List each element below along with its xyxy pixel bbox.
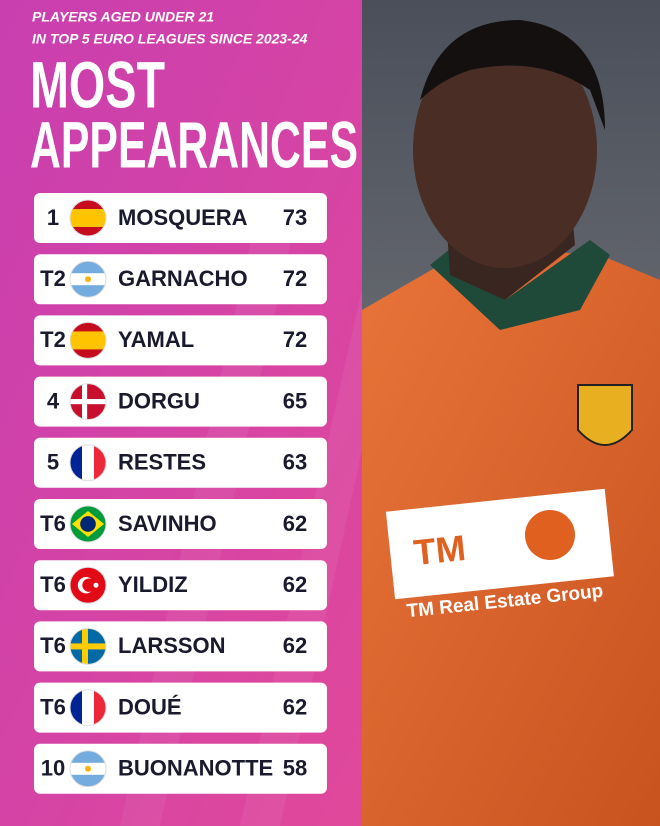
row-card: [34, 682, 327, 733]
flag: [70, 689, 106, 726]
table-row: T6 YILDIZ 62: [34, 560, 327, 611]
player-name: DOUÉ: [118, 694, 182, 719]
appearances: 62: [283, 694, 307, 719]
subtitle: IN TOP 5 EURO LEAGUES SINCE 2023-24: [32, 31, 308, 47]
player-name: RESTES: [118, 450, 206, 475]
crest: [577, 384, 633, 446]
flag-sun: [85, 765, 91, 772]
table-row: T2 GARNACHO 72: [34, 254, 327, 305]
flag-band: [94, 444, 106, 481]
appearances: 58: [283, 756, 307, 781]
row-card: [34, 743, 327, 794]
table-row: T6 SAVINHO 62: [34, 499, 327, 549]
flag-border: [69, 260, 107, 298]
title: MOST: [30, 47, 165, 121]
flag-border: [69, 750, 107, 788]
rank: 4: [47, 388, 60, 413]
rank: T2: [40, 266, 66, 291]
hair: [420, 20, 605, 130]
table-row: T6 LARSSON 62: [34, 621, 327, 672]
appearances: 72: [283, 266, 307, 291]
appearances: 63: [283, 450, 307, 475]
sponsor-sun: [525, 510, 575, 560]
sponsor-logo: TM: [412, 527, 468, 573]
table-row: 10 BUONANOTTE 58: [34, 743, 327, 794]
flag-band: [70, 331, 106, 350]
row-card: [34, 193, 327, 243]
player-name: BUONANOTTE: [118, 756, 273, 781]
flag: [70, 261, 106, 298]
rank: 5: [47, 450, 59, 475]
flag-border: [69, 689, 107, 727]
appearances: 62: [283, 572, 307, 597]
flag-cross: [70, 399, 106, 405]
rank: 10: [41, 756, 65, 781]
flag: [70, 750, 106, 787]
flag-band: [70, 209, 106, 227]
table-row: 5 RESTES 63: [34, 437, 327, 488]
row-card: [34, 560, 327, 611]
appearances: 62: [283, 511, 307, 536]
player-name: LARSSON: [118, 633, 226, 658]
subtitle: PLAYERS AGED UNDER 21: [32, 9, 214, 25]
flag: [70, 506, 106, 542]
appearances: 65: [283, 388, 307, 413]
appearances: 62: [283, 633, 307, 658]
flag-border: [69, 383, 107, 421]
flag-cross: [82, 628, 88, 665]
player-name: DORGU: [118, 388, 200, 413]
row-card: [34, 621, 327, 672]
appearances: 72: [283, 327, 307, 352]
table-row: 4 DORGU 65: [34, 376, 327, 427]
table-row: T6 DOUÉ 62: [34, 682, 327, 733]
row-card: [34, 499, 327, 549]
flag-cross: [82, 383, 88, 420]
flag-border: [69, 627, 107, 665]
player-name: SAVINHO: [118, 511, 217, 536]
flag-globe: [80, 516, 96, 532]
flag-border: [69, 505, 107, 543]
flag-band: [82, 444, 94, 481]
rank: T6: [40, 633, 66, 658]
rank: T2: [40, 327, 66, 352]
flag-moon-cut: [82, 578, 96, 592]
flag: [70, 322, 106, 359]
collar: [430, 240, 610, 330]
table-row: T2 YAMAL 72: [34, 315, 327, 366]
player-name: GARNACHO: [118, 266, 248, 291]
flag: [70, 383, 106, 420]
rank: T6: [40, 511, 66, 536]
flag-star: [93, 582, 99, 588]
rank: T6: [40, 572, 66, 597]
flag-band: [70, 444, 82, 481]
flag: [70, 628, 106, 665]
player-name: YAMAL: [118, 327, 194, 352]
flag-band: [94, 689, 106, 726]
appearances: 73: [283, 205, 307, 230]
flag: [70, 444, 106, 481]
row-card: [34, 315, 327, 366]
flag-band: [70, 689, 82, 726]
flag-border: [69, 199, 107, 237]
flag-border: [69, 566, 107, 604]
row-card: [34, 376, 327, 427]
head: [413, 32, 597, 268]
photo: TM TM Real Estate Group: [362, 0, 660, 826]
rank: 1: [47, 205, 59, 230]
flag-sun: [85, 276, 91, 283]
player-name: YILDIZ: [118, 572, 188, 597]
table-row: 1 MOSQUERA 73: [34, 193, 327, 243]
flag: [70, 200, 106, 236]
row-card: [34, 254, 327, 305]
title: APPEARANCES: [30, 107, 358, 181]
row-card: [34, 437, 327, 488]
flag-border: [69, 321, 107, 359]
flag: [70, 567, 106, 604]
rank: T6: [40, 694, 66, 719]
flag-border: [69, 444, 107, 482]
player-name: MOSQUERA: [118, 205, 248, 230]
flag-band: [82, 689, 94, 726]
ranking-table: 1 MOSQUERA 73 T2 GARNACHO 72 T2 YAMAL 72 4 DORGU 65…: [34, 193, 327, 794]
